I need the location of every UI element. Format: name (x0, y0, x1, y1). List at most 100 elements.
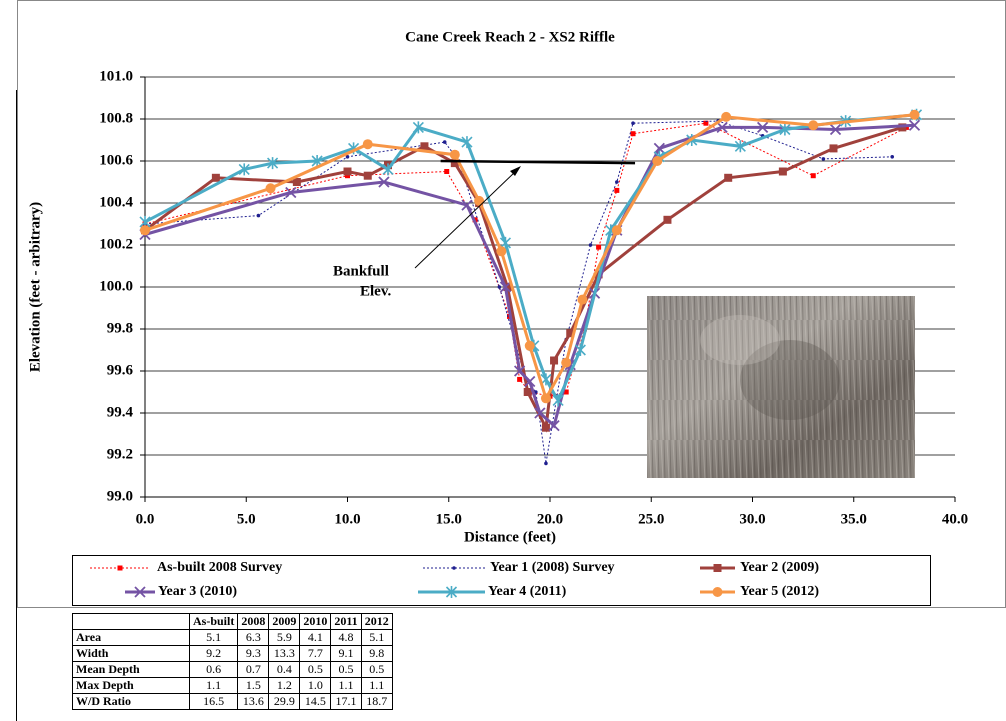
table-cell: 1.5 (238, 678, 269, 694)
marker (452, 566, 456, 570)
column-header: 2009 (269, 614, 300, 630)
x-tick-label: 25.0 (638, 511, 664, 527)
table-cell: 0.5 (361, 662, 392, 678)
marker (612, 225, 622, 235)
marker (140, 225, 150, 235)
marker (811, 173, 816, 178)
x-tick-label: 35.0 (841, 511, 867, 527)
y-tick-label: 99.4 (107, 404, 134, 420)
marker (525, 341, 535, 351)
y-tick-label: 99.8 (107, 320, 133, 336)
legend-label: Year 5 (2012) (740, 584, 819, 599)
marker (714, 564, 722, 572)
marker (443, 140, 447, 144)
marker (614, 188, 619, 193)
y-tick-label: 99.0 (107, 488, 133, 504)
marker (212, 174, 220, 182)
page: {"chart_data": {"type": "line", "title":… (0, 0, 1006, 721)
y-tick-label: 99.6 (107, 362, 134, 378)
table-cell: 0.6 (190, 662, 238, 678)
table-cell: 1.0 (300, 678, 331, 694)
table-cell: 9.8 (361, 646, 392, 662)
column-header: 2008 (238, 614, 269, 630)
table-cell: 13.3 (269, 646, 300, 662)
table-cell: 5.1 (190, 630, 238, 646)
left-rule (16, 90, 17, 721)
table-cell: 5.9 (269, 630, 300, 646)
marker (663, 216, 671, 224)
table-cell: 9.2 (190, 646, 238, 662)
y-tick-label: 101.0 (99, 68, 133, 84)
x-tick-label: 30.0 (739, 511, 765, 527)
legend-label: Year 2 (2009) (740, 560, 819, 575)
y-tick-label: 100.2 (99, 236, 133, 252)
x-tick-label: 40.0 (942, 511, 968, 527)
table-cell: 29.9 (269, 694, 300, 710)
table-row: Max Depth1.11.51.21.01.11.1 (73, 678, 393, 694)
table-cell: 1.1 (361, 678, 392, 694)
y-tick-label: 99.2 (107, 446, 133, 462)
y-axis-title: Elevation (feet - arbitrary) (27, 202, 43, 372)
column-header: 2011 (331, 614, 361, 630)
marker (561, 358, 571, 368)
table-cell: 14.5 (300, 694, 331, 710)
table-cell: 7.7 (300, 646, 331, 662)
marker (474, 196, 484, 206)
marker (496, 246, 506, 256)
x-tick-label: 5.0 (237, 511, 256, 527)
marker (721, 112, 731, 122)
marker (524, 388, 532, 396)
chart-title: Cane Creek Reach 2 - XS2 Riffle (405, 29, 615, 45)
y-tick-label: 100.6 (99, 152, 133, 168)
marker (615, 180, 619, 184)
marker (266, 183, 276, 193)
marker (344, 168, 352, 176)
y-tick-label: 100.8 (99, 110, 133, 126)
marker (257, 214, 261, 218)
row-label: W/D Ratio (73, 694, 190, 710)
marker (724, 174, 732, 182)
table-cell: 4.1 (300, 630, 331, 646)
table-cell: 9.3 (238, 646, 269, 662)
annotation-text: Elev. (360, 283, 392, 299)
stats-table: As-built20082009201020112012Area5.16.35.… (72, 613, 393, 710)
marker (631, 121, 635, 125)
marker (364, 172, 372, 180)
table-cell: 1.1 (190, 678, 238, 694)
marker (631, 131, 636, 136)
marker (890, 155, 894, 159)
table-cell: 18.7 (361, 694, 392, 710)
legend-label: Year 4 (2011) (488, 584, 567, 599)
table-cell: 5.1 (361, 630, 392, 646)
column-header: 2010 (300, 614, 331, 630)
marker (420, 142, 428, 150)
table-header-row: As-built20082009201020112012 (73, 614, 393, 630)
legend-label: As-built 2008 Survey (157, 560, 282, 575)
table-cell: 9.1 (331, 646, 361, 662)
table-cell: 16.5 (190, 694, 238, 710)
marker (713, 587, 723, 597)
marker (118, 566, 123, 571)
table-cell: 0.7 (238, 662, 269, 678)
x-tick-label: 15.0 (436, 511, 462, 527)
marker (808, 120, 818, 130)
column-header: As-built (190, 614, 238, 630)
marker (517, 377, 522, 382)
marker (779, 168, 787, 176)
table-cell: 6.3 (238, 630, 269, 646)
table-cell: 17.1 (331, 694, 361, 710)
legend-label: Year 1 (2008) Survey (490, 560, 615, 575)
row-label: Mean Depth (73, 662, 190, 678)
marker (652, 156, 662, 166)
row-label: Width (73, 646, 190, 662)
x-tick-label: 20.0 (537, 511, 563, 527)
table-cell: 1.1 (331, 678, 361, 694)
marker (577, 295, 587, 305)
table-row: Mean Depth0.60.70.40.50.50.5 (73, 662, 393, 678)
row-label: Area (73, 630, 190, 646)
table-cell: 13.6 (238, 694, 269, 710)
y-tick-label: 100.4 (99, 194, 133, 210)
x-tick-label: 0.0 (136, 511, 155, 527)
